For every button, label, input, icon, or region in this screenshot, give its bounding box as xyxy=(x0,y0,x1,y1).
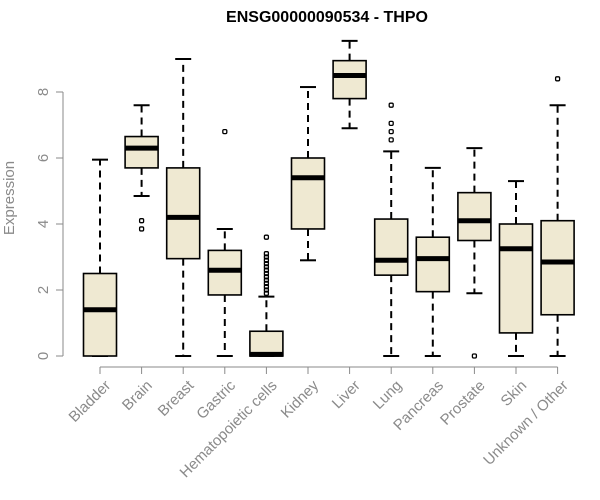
y-tick-label: 2 xyxy=(35,286,52,294)
outlier-point xyxy=(263,290,270,296)
outlier-point xyxy=(263,267,270,273)
outlier-point xyxy=(554,76,561,82)
boxes-group xyxy=(82,39,575,359)
outlier-point xyxy=(138,218,145,224)
outlier-point xyxy=(471,353,478,359)
box-bladder xyxy=(82,158,118,357)
outlier-point xyxy=(388,128,394,135)
x-tick-label: Skin xyxy=(498,377,531,410)
box-kidney xyxy=(290,86,326,262)
outlier-point xyxy=(263,254,270,260)
x-tick-label: Kidney xyxy=(278,377,323,422)
outlier-point xyxy=(263,234,270,240)
outlier-point xyxy=(388,120,394,126)
iqr-box xyxy=(415,236,451,293)
outlier-point xyxy=(263,257,270,263)
outlier-point xyxy=(388,102,394,108)
outlier-point xyxy=(263,274,270,280)
box-brain xyxy=(124,104,159,232)
box-breast xyxy=(165,58,201,357)
outlier-point xyxy=(263,277,270,283)
box-unknown-other xyxy=(540,76,575,357)
outlier-point xyxy=(138,226,145,232)
iqr-box xyxy=(165,167,201,260)
y-axis-title: Expression xyxy=(1,161,18,235)
chart-title: ENSG00000090534 - THPO xyxy=(226,9,428,26)
x-tick-label: Liver xyxy=(329,377,364,412)
outlier-point xyxy=(263,251,270,257)
x-tick-label: Bladder xyxy=(66,377,115,426)
x-tick-label: Lung xyxy=(370,377,406,413)
y-axis: 0 2 4 6 8 xyxy=(35,88,64,360)
iqr-box xyxy=(332,59,367,100)
box-liver xyxy=(332,39,367,130)
x-tick-label: Prostate xyxy=(437,377,489,429)
outlier-point xyxy=(263,260,270,267)
outlier-point xyxy=(263,264,270,270)
box-pancreas xyxy=(415,166,451,357)
box-prostate xyxy=(457,147,492,359)
x-tick-label: Breast xyxy=(155,377,198,420)
iqr-box xyxy=(498,223,534,334)
iqr-box xyxy=(82,272,118,357)
iqr-box xyxy=(373,218,409,276)
outlier-point xyxy=(222,128,228,135)
y-tick-label: 8 xyxy=(35,88,52,96)
y-tick-label: 0 xyxy=(35,352,52,360)
outlier-point xyxy=(388,137,394,143)
box-lung xyxy=(373,102,409,357)
box-skin xyxy=(498,180,534,357)
iqr-box xyxy=(124,135,159,169)
outlier-point xyxy=(263,270,270,277)
iqr-box xyxy=(290,157,326,230)
outlier-point xyxy=(263,284,270,290)
outlier-point xyxy=(263,287,270,293)
x-tick-label: Brain xyxy=(119,377,156,414)
y-tick-label: 4 xyxy=(35,220,52,228)
iqr-box xyxy=(540,219,575,316)
outlier-point xyxy=(263,280,270,287)
box-hematopoietic-cells xyxy=(249,234,284,357)
y-tick-label: 6 xyxy=(35,154,52,162)
box-gastric xyxy=(207,128,243,357)
iqr-box xyxy=(457,191,492,242)
